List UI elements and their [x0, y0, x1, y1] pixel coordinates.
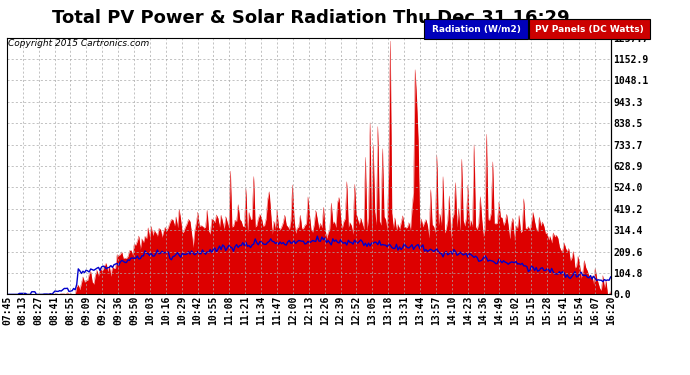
Text: PV Panels (DC Watts): PV Panels (DC Watts)	[535, 25, 644, 34]
Text: Total PV Power & Solar Radiation Thu Dec 31 16:29: Total PV Power & Solar Radiation Thu Dec…	[52, 9, 569, 27]
Text: Copyright 2015 Cartronics.com: Copyright 2015 Cartronics.com	[8, 39, 150, 48]
Text: Radiation (W/m2): Radiation (W/m2)	[432, 25, 520, 34]
